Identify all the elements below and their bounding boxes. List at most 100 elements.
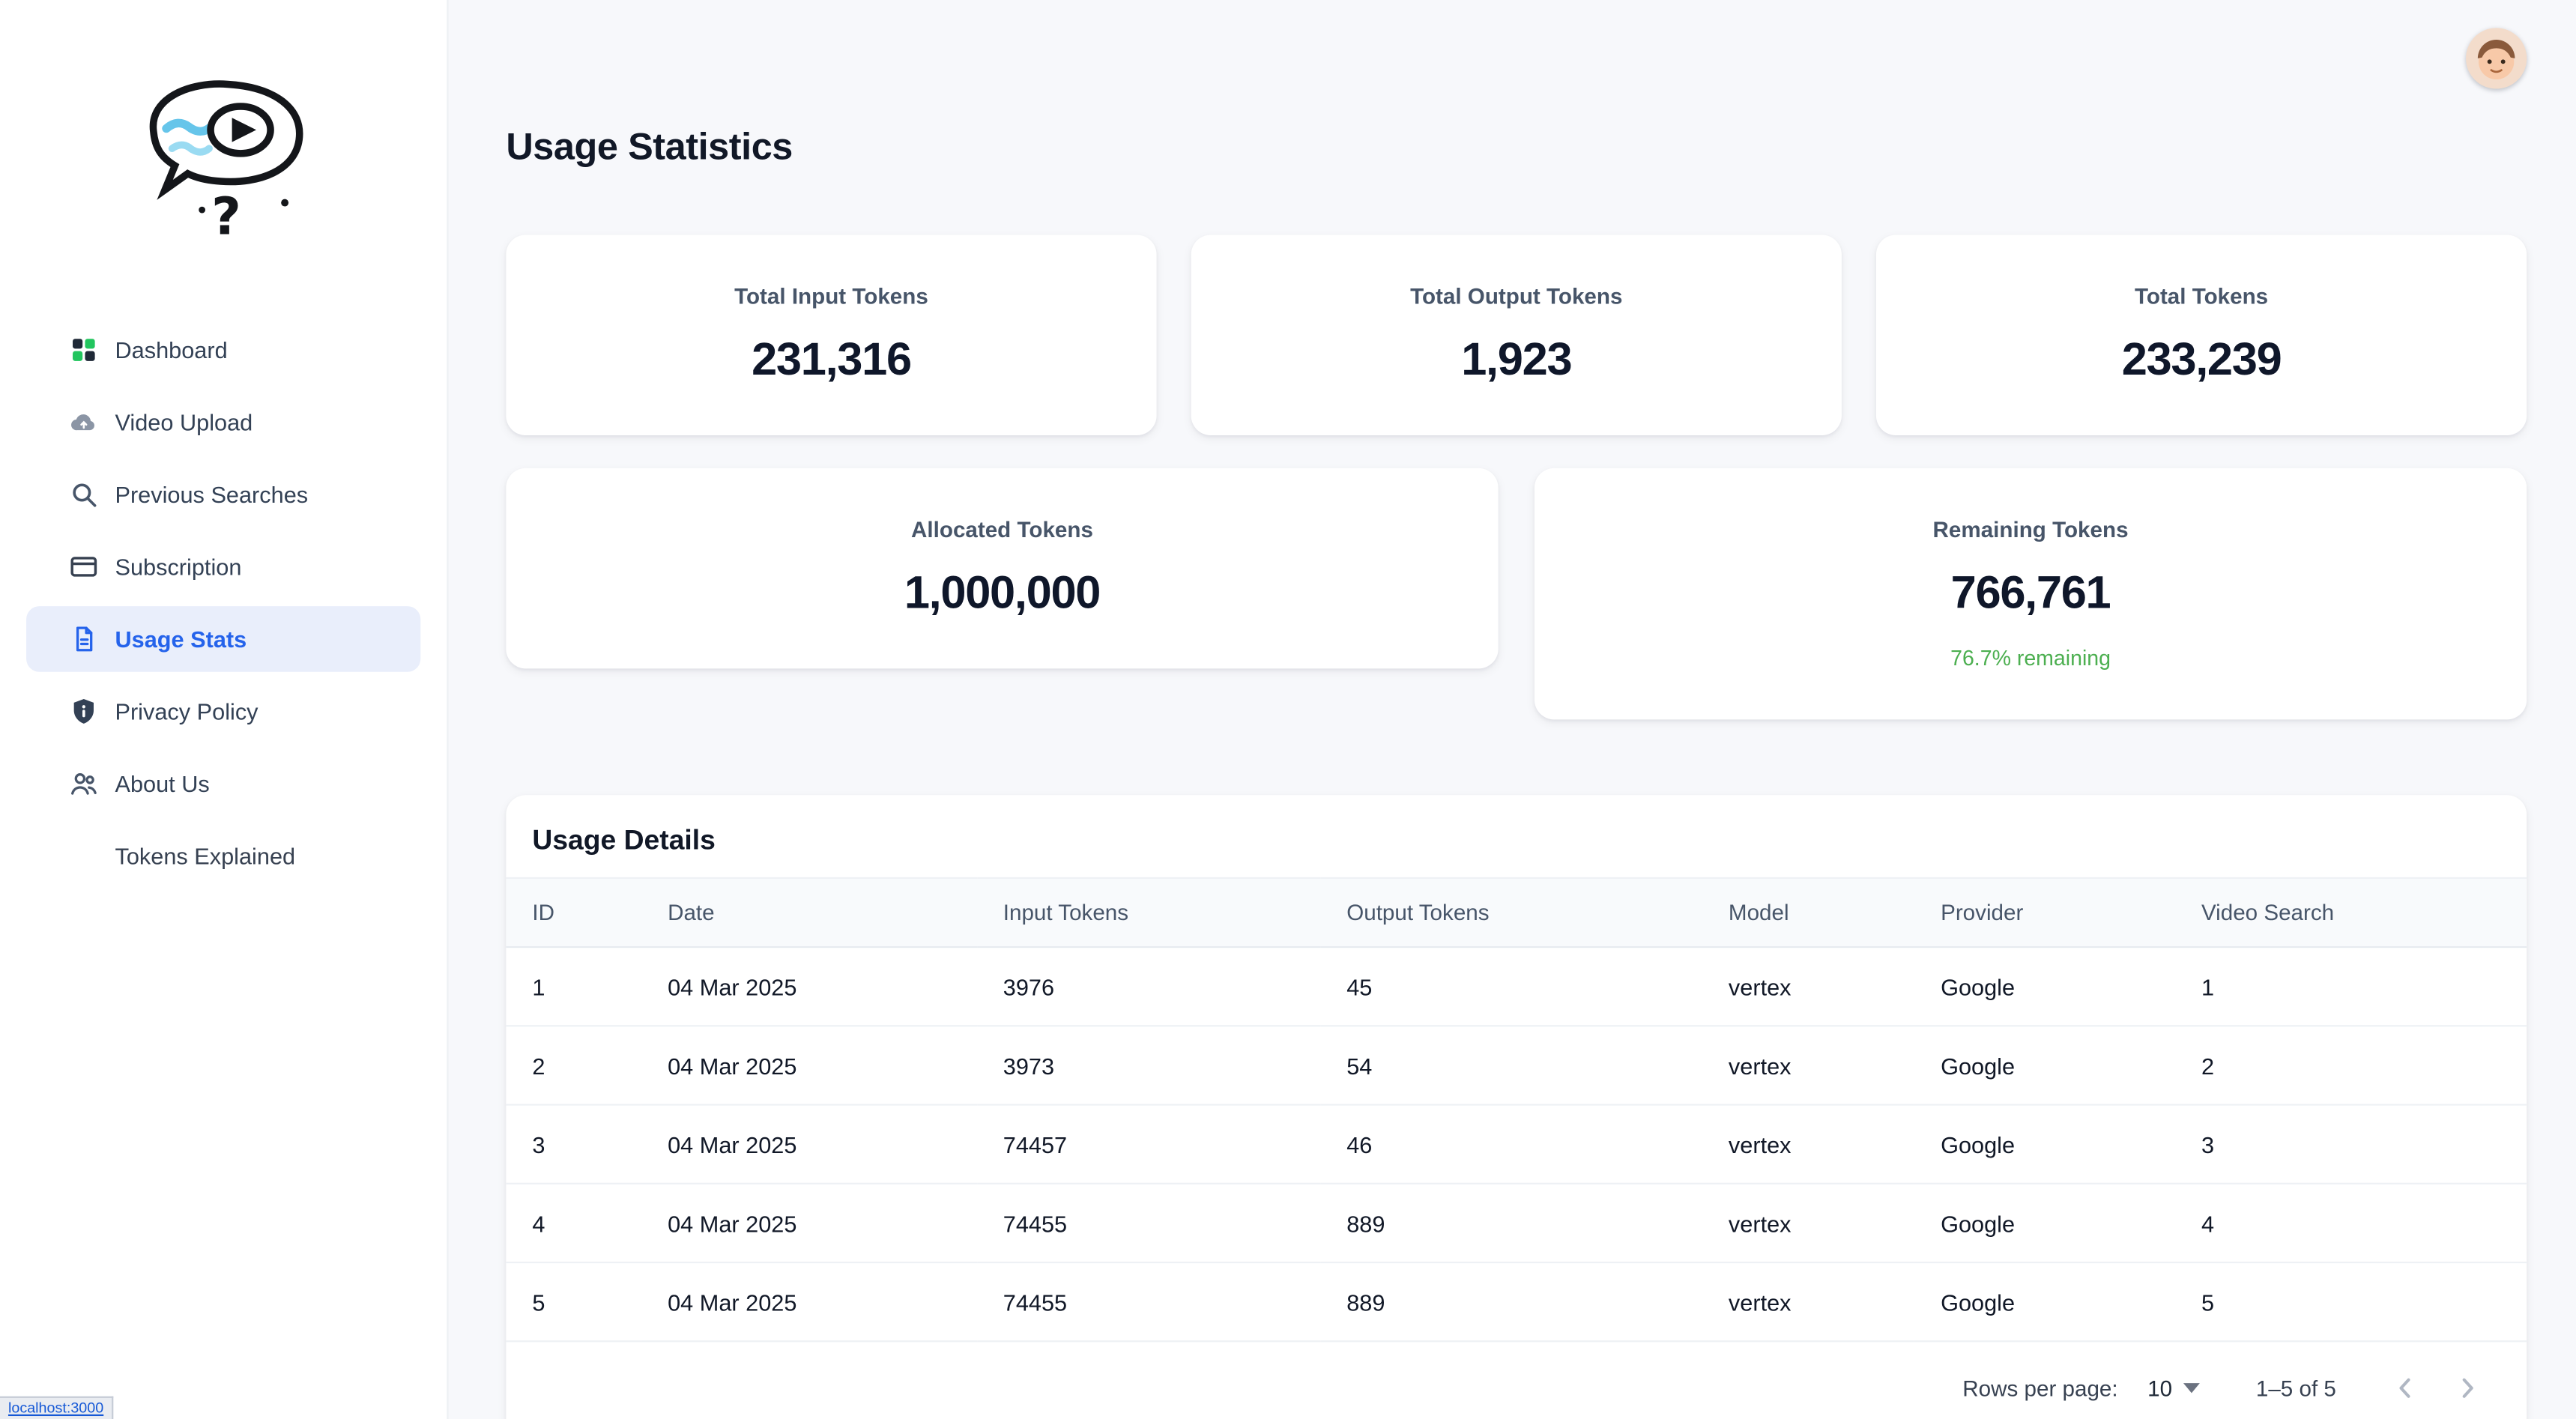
- sidebar-nav: Dashboard Video Upload Previous Searches…: [0, 248, 447, 889]
- cell-provider: Google: [1914, 1183, 2175, 1264]
- sidebar-item-privacy-policy[interactable]: Privacy Policy: [26, 679, 420, 745]
- sidebar-item-label: Tokens Explained: [115, 842, 296, 869]
- chevron-left-icon: [2399, 1378, 2410, 1398]
- cell-input-tokens: 74455: [976, 1183, 1321, 1264]
- page-title: Usage Statistics: [506, 124, 793, 168]
- sidebar-item-label: Video Upload: [115, 408, 253, 436]
- cell-provider: Google: [1914, 1104, 2175, 1184]
- remaining-percentage: 76.7% remaining: [1950, 645, 2111, 671]
- stat-card-total-input-tokens: Total Input Tokens 231,316: [506, 235, 1157, 436]
- stat-card-value: 1,923: [1461, 333, 1572, 385]
- stat-card-value: 231,316: [752, 333, 912, 385]
- cell-output-tokens: 46: [1320, 1104, 1702, 1184]
- allocation-cards-row: Allocated Tokens 1,000,000 Remaining Tok…: [506, 468, 2527, 720]
- cell-provider: Google: [1914, 1026, 2175, 1106]
- stat-card-label: Remaining Tokens: [1932, 517, 2129, 542]
- cell-model: vertex: [1702, 1183, 1914, 1264]
- cell-video-search: 5: [2174, 1262, 2527, 1343]
- cell-output-tokens: 54: [1320, 1026, 1702, 1106]
- column-header-model: Model: [1702, 877, 1914, 948]
- stat-card-value: 233,239: [2121, 333, 2282, 385]
- cell-date: 04 Mar 2025: [641, 1026, 977, 1106]
- column-header-output-tokens: Output Tokens: [1320, 877, 1702, 948]
- sidebar-item-dashboard[interactable]: Dashboard: [26, 317, 420, 383]
- table-row: 1 04 Mar 2025 3976 45 vertex Google 1: [506, 947, 2527, 1027]
- stat-cards-row: Total Input Tokens 231,316 Total Output …: [506, 235, 2527, 436]
- sidebar-item-label: Usage Stats: [115, 626, 247, 653]
- sidebar-item-subscription[interactable]: Subscription: [26, 534, 420, 600]
- cell-video-search: 4: [2174, 1183, 2527, 1264]
- cell-model: vertex: [1702, 1262, 1914, 1343]
- search-icon: [69, 479, 98, 509]
- rows-per-page-label: Rows per page:: [1962, 1376, 2118, 1401]
- sidebar: ? Dashboard Video Upload Previous: [0, 0, 449, 1419]
- usage-details-panel: Usage Details ID Date Input Tokens Outpu…: [506, 795, 2527, 1419]
- cell-output-tokens: 889: [1320, 1262, 1702, 1343]
- cell-video-search: 1: [2174, 947, 2527, 1027]
- avatar-image: [2466, 28, 2527, 89]
- column-header-video-search: Video Search: [2174, 877, 2527, 948]
- stat-card-label: Total Output Tokens: [1410, 284, 1623, 309]
- cell-input-tokens: 3973: [976, 1026, 1321, 1106]
- sidebar-item-label: Previous Searches: [115, 481, 309, 508]
- stat-card-label: Total Input Tokens: [734, 284, 928, 309]
- link-preview-statusbar: localhost:3000: [0, 1396, 114, 1419]
- table-row: 2 04 Mar 2025 3973 54 vertex Google 2: [506, 1026, 2527, 1106]
- table-row: 4 04 Mar 2025 74455 889 vertex Google 4: [506, 1183, 2527, 1264]
- sidebar-item-usage-stats[interactable]: Usage Stats: [26, 606, 421, 672]
- sidebar-item-about-us[interactable]: About Us: [26, 751, 420, 817]
- column-header-provider: Provider: [1914, 877, 2175, 948]
- next-page-button[interactable]: [2445, 1365, 2491, 1411]
- cell-id: 4: [506, 1183, 642, 1264]
- stat-card-label: Total Tokens: [2134, 284, 2269, 309]
- credit-card-icon: [69, 552, 98, 581]
- cell-id: 1: [506, 947, 642, 1027]
- allocated-tokens-card: Allocated Tokens 1,000,000: [506, 468, 1499, 669]
- sidebar-item-label: Subscription: [115, 553, 242, 580]
- stat-card-total-tokens: Total Tokens 233,239: [1875, 235, 2527, 436]
- shield-info-icon: [69, 697, 98, 726]
- users-icon: [69, 769, 98, 798]
- cell-date: 04 Mar 2025: [641, 1104, 977, 1184]
- cell-provider: Google: [1914, 947, 2175, 1027]
- cell-input-tokens: 74455: [976, 1262, 1321, 1343]
- stat-card-value: 766,761: [1950, 566, 2111, 618]
- previous-page-button[interactable]: [2382, 1365, 2428, 1411]
- column-header-date: Date: [641, 877, 977, 948]
- file-document-icon: [69, 624, 98, 653]
- sidebar-item-tokens-explained[interactable]: Tokens Explained: [26, 823, 420, 889]
- cell-video-search: 2: [2174, 1026, 2527, 1106]
- main-content: Usage Statistics Total Input Tokens 231,…: [449, 0, 2576, 1419]
- sidebar-item-label: Privacy Policy: [115, 698, 258, 724]
- app-logo[interactable]: ?: [109, 66, 339, 248]
- sidebar-item-label: About Us: [115, 770, 210, 797]
- cell-model: vertex: [1702, 947, 1914, 1027]
- table-pagination: Rows per page: 10 1–5 of 5: [506, 1342, 2527, 1419]
- cell-model: vertex: [1702, 1026, 1914, 1106]
- cell-id: 2: [506, 1026, 642, 1106]
- cell-model: vertex: [1702, 1104, 1914, 1184]
- cell-output-tokens: 889: [1320, 1183, 1702, 1264]
- column-header-input-tokens: Input Tokens: [976, 877, 1321, 948]
- sidebar-item-video-upload[interactable]: Video Upload: [26, 390, 420, 456]
- rows-per-page-select[interactable]: 10: [2147, 1376, 2201, 1400]
- svg-text:?: ?: [211, 187, 241, 240]
- speech-bubble-play-logo: ?: [149, 80, 303, 246]
- user-avatar[interactable]: [2466, 28, 2527, 89]
- cell-date: 04 Mar 2025: [641, 1262, 977, 1343]
- pagination-range: 1–5 of 5: [2255, 1376, 2336, 1401]
- cell-input-tokens: 74457: [976, 1104, 1321, 1184]
- dashboard-grid-icon: [69, 335, 98, 364]
- chevron-right-icon: [2462, 1378, 2473, 1398]
- sidebar-item-previous-searches[interactable]: Previous Searches: [26, 462, 420, 527]
- cell-date: 04 Mar 2025: [641, 947, 977, 1027]
- cell-provider: Google: [1914, 1262, 2175, 1343]
- column-header-id: ID: [506, 877, 642, 948]
- stat-card-total-output-tokens: Total Output Tokens 1,923: [1191, 235, 1842, 436]
- usage-details-title: Usage Details: [532, 824, 716, 856]
- remaining-tokens-card: Remaining Tokens 766,761 76.7% remaining: [1534, 468, 2527, 720]
- cell-id: 5: [506, 1262, 642, 1343]
- table-row: 5 04 Mar 2025 74455 889 vertex Google 5: [506, 1262, 2527, 1343]
- cell-output-tokens: 45: [1320, 947, 1702, 1027]
